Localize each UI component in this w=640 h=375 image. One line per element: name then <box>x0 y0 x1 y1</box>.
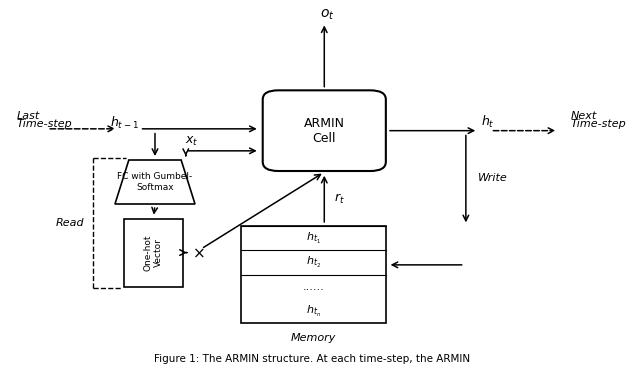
Text: $h_{t_n}$: $h_{t_n}$ <box>306 303 321 318</box>
Text: $\times$: $\times$ <box>192 245 204 260</box>
FancyBboxPatch shape <box>262 90 386 171</box>
Text: Next: Next <box>570 111 596 121</box>
Text: Write: Write <box>478 173 508 183</box>
Text: Time-step: Time-step <box>17 119 72 129</box>
Text: Last: Last <box>17 111 40 121</box>
Text: Read: Read <box>56 218 84 228</box>
Text: $x_t$: $x_t$ <box>185 135 198 148</box>
Text: One-hot
Vector: One-hot Vector <box>144 234 163 271</box>
Polygon shape <box>115 160 195 204</box>
Text: Time-step: Time-step <box>570 119 627 129</box>
Text: $r_t$: $r_t$ <box>334 192 345 206</box>
FancyBboxPatch shape <box>124 219 182 286</box>
Text: FC with Gumbel-
Softmax: FC with Gumbel- Softmax <box>117 172 193 192</box>
Text: $h_t$: $h_t$ <box>481 114 494 129</box>
Text: $h_{t_2}$: $h_{t_2}$ <box>306 255 321 270</box>
Text: $h_{t_1}$: $h_{t_1}$ <box>306 231 321 246</box>
Text: Memory: Memory <box>291 333 336 343</box>
Text: ARMIN
Cell: ARMIN Cell <box>304 117 345 145</box>
Text: $h_{t-1}$: $h_{t-1}$ <box>110 115 139 131</box>
Text: $\boldsymbol{o_t}$: $\boldsymbol{o_t}$ <box>320 8 335 22</box>
Text: Figure 1: The ARMIN structure. At each time-step, the ARMIN: Figure 1: The ARMIN structure. At each t… <box>154 354 470 363</box>
Text: ......: ...... <box>303 282 324 292</box>
FancyBboxPatch shape <box>241 226 386 323</box>
